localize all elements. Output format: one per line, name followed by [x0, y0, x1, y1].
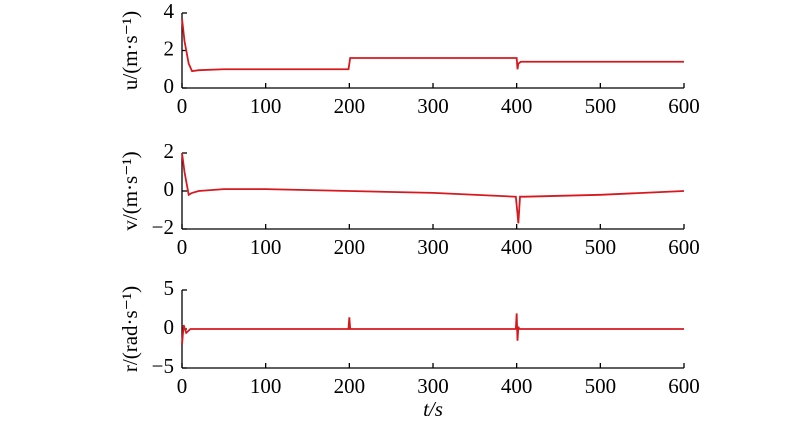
x-tick-label: 400 — [501, 235, 533, 259]
x-tick-label: 500 — [585, 374, 617, 398]
x-tick-label: 400 — [501, 94, 533, 118]
x-tick-label: 300 — [417, 374, 449, 398]
x-tick-label: 300 — [417, 235, 449, 259]
y-tick-label: 0 — [164, 74, 175, 98]
data-line — [181, 152, 685, 224]
y-axis-label: u/(m·s⁻¹) — [118, 11, 142, 90]
y-tick-label: 2 — [164, 36, 175, 60]
x-tick-label: 100 — [250, 94, 282, 118]
x-tick-label: 100 — [250, 374, 282, 398]
y-tick-label: −2 — [152, 215, 174, 239]
x-tick-label: 0 — [177, 94, 188, 118]
y-axis-label: r/(rad·s⁻¹) — [118, 286, 142, 372]
x-tick-label: 300 — [417, 94, 449, 118]
x-tick-label: 500 — [585, 94, 617, 118]
data-line — [181, 313, 684, 345]
x-tick-label: 600 — [668, 94, 700, 118]
x-tick-label: 600 — [668, 235, 700, 259]
y-tick-label: 0 — [164, 177, 175, 201]
x-tick-label: 0 — [177, 235, 188, 259]
x-tick-label: 200 — [334, 235, 366, 259]
y-tick-label: 0 — [164, 315, 175, 339]
x-tick-label: 0 — [177, 374, 188, 398]
x-tick-label: 500 — [585, 235, 617, 259]
y-axis-label: v/(m·s⁻¹) — [118, 151, 142, 230]
x-tick-label: 400 — [501, 374, 533, 398]
y-tick-label: 4 — [164, 0, 175, 23]
x-tick-label: 200 — [334, 94, 366, 118]
x-tick-label: 100 — [250, 235, 282, 259]
x-tick-label: 200 — [334, 374, 366, 398]
x-tick-label: 600 — [668, 374, 700, 398]
y-tick-label: 5 — [164, 276, 175, 300]
y-tick-label: −5 — [152, 354, 174, 378]
y-tick-label: 2 — [164, 139, 175, 163]
data-line — [181, 18, 684, 73]
x-axis-label: t/s — [423, 397, 443, 421]
